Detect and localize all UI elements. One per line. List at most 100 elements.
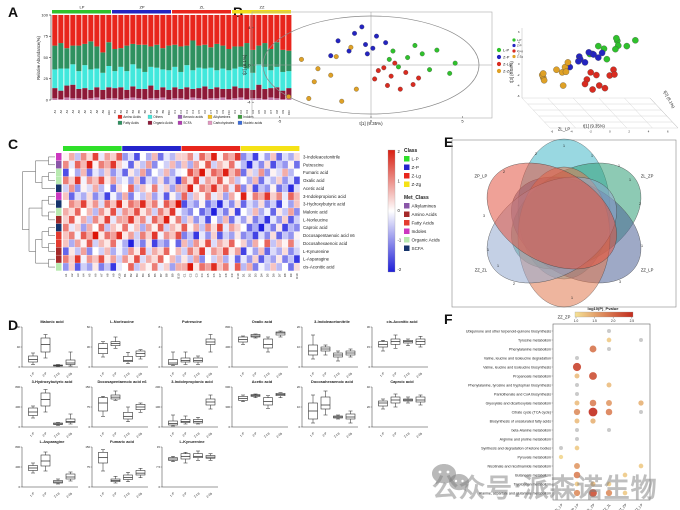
svg-text:5: 5 <box>461 119 464 124</box>
svg-text:C7: C7 <box>218 273 222 277</box>
svg-text:ZZ: ZZ <box>260 5 265 10</box>
boxplot-Docosahexaenoic acid: Docosahexaenoic acid 0 10 20 L-P Z-P Z-Lg Z-Zg <box>297 379 358 439</box>
enrichment-dot <box>558 454 564 460</box>
enrichment-dot <box>606 481 612 487</box>
svg-text:L-P: L-P <box>99 431 105 437</box>
enrichment-dot <box>607 428 611 432</box>
svg-text:Butanoate metabolism: Butanoate metabolism <box>515 473 551 477</box>
svg-text:Oxalic acid: Oxalic acid <box>252 319 273 324</box>
svg-text:Amino Acids: Amino Acids <box>123 115 141 119</box>
enrichment-dot <box>575 383 579 387</box>
svg-text:A1: A1 <box>64 273 68 277</box>
svg-text:0: 0 <box>518 62 520 66</box>
svg-text:Z-Lg: Z-Lg <box>123 491 130 498</box>
enrichment-dot <box>605 408 613 416</box>
svg-text:D9: D9 <box>289 273 293 277</box>
svg-text:0: 0 <box>609 130 611 134</box>
scores2d-point-Z-P <box>352 30 357 36</box>
svg-text:200: 200 <box>155 385 160 389</box>
abundance-y-axis-label: Relative Abundance(%) <box>36 36 41 80</box>
svg-text:Z-P: Z-P <box>321 431 327 437</box>
svg-text:Z-Lg: Z-Lg <box>123 431 130 438</box>
svg-text:A8: A8 <box>105 273 109 277</box>
svg-text:6: 6 <box>667 130 669 134</box>
panel-f-label: F <box>444 311 453 327</box>
svg-text:-4: -4 <box>570 130 573 134</box>
svg-text:4: 4 <box>248 25 251 30</box>
svg-text:D9: D9 <box>281 110 285 114</box>
svg-text:Z-Zg: Z-Zg <box>415 371 423 379</box>
svg-text:Caproic acid: Caproic acid <box>303 225 328 230</box>
svg-text:40: 40 <box>367 385 371 389</box>
enrichment-dot <box>589 489 597 497</box>
svg-text:Z-Lg: Z-Lg <box>123 371 130 378</box>
svg-text:Organic Acids: Organic Acids <box>412 238 441 243</box>
svg-text:8: 8 <box>158 325 160 329</box>
scores3d-point-L-P <box>612 45 619 53</box>
svg-text:C10: C10 <box>236 273 240 279</box>
boxplot-cis-Aconitic acid: cis-Aconitic acid 0 15 30 L-P Z-P Z-Lg Z-Zg <box>367 319 428 379</box>
svg-text:C7: C7 <box>209 110 213 114</box>
svg-text:B2: B2 <box>129 273 133 277</box>
scores3d-point-Z-P <box>581 59 589 66</box>
svg-text:B9: B9 <box>171 273 175 277</box>
svg-text:ZZ_ZP: ZZ_ZP <box>558 315 571 320</box>
svg-text:cis-Aconitic acid: cis-Aconitic acid <box>387 319 419 324</box>
scores2d-point-L-P <box>427 67 432 73</box>
svg-text:Propanoate metabolism: Propanoate metabolism <box>513 374 551 378</box>
panel-b-scores-2d: -5 0 5 4 0 -4 t[1] (9.35%) t[2] (8.1%) <box>242 11 493 126</box>
svg-text:20: 20 <box>297 385 301 389</box>
scores2d-point-Z-Zg <box>339 98 345 104</box>
svg-text:C5: C5 <box>206 273 210 277</box>
svg-text:ZL_LP: ZL_LP <box>558 127 571 132</box>
scores2d-point-Z-Zg <box>315 66 321 72</box>
svg-text:100: 100 <box>155 405 160 409</box>
svg-text:L-Kynurenine: L-Kynurenine <box>179 439 205 444</box>
boxplot-3-Indolepropionic acid: 3-Indolepropionic acid 0 100 200 L-P Z-P Z-Lg Z… <box>155 379 218 439</box>
svg-text:Docosahexaenoic acid: Docosahexaenoic acid <box>303 241 348 246</box>
scores2d-point-Z-Lg <box>397 86 403 92</box>
svg-text:B10: B10 <box>167 110 171 115</box>
svg-text:L-P: L-P <box>379 431 385 437</box>
svg-text:1.5: 1.5 <box>592 319 597 323</box>
scores2d-point-Z-Zg <box>328 72 334 78</box>
svg-text:D1: D1 <box>242 273 246 277</box>
enrichment-dot <box>639 410 643 414</box>
svg-text:0: 0 <box>46 97 49 102</box>
svg-text:Z-P: Z-P <box>41 431 47 437</box>
panel-a-stacked-bar-chart: LP ZP ZL ZZ 0 25 50 75 100 Relative Abundance(%) A… <box>36 5 292 125</box>
svg-text:L-P: L-P <box>99 371 105 377</box>
scores2d-point-L-P <box>447 70 453 76</box>
svg-text:Pantothenate and CoA biosynthe: Pantothenate and CoA biosynthesis <box>494 392 551 396</box>
svg-text:0: 0 <box>298 365 300 369</box>
scores3d-point-Z-Lg <box>589 86 596 93</box>
enrichment-dot <box>588 407 598 417</box>
svg-text:Z-P: Z-P <box>391 371 397 377</box>
svg-text:0: 0 <box>370 119 373 124</box>
svg-text:L-P: L-P <box>169 371 175 377</box>
svg-text:B3: B3 <box>135 273 139 277</box>
svg-text:3-Indoleacetonitrile: 3-Indoleacetonitrile <box>303 154 341 159</box>
svg-text:Z-Zg: Z-Zg <box>135 491 143 499</box>
svg-text:B4: B4 <box>141 273 145 277</box>
scores2d-point-Z-P <box>335 38 341 44</box>
svg-text:ZZ_ZP: ZZ_ZP <box>618 502 629 510</box>
svg-text:t[3] (6.08%): t[3] (6.08%) <box>509 61 514 83</box>
svg-text:D6: D6 <box>263 110 267 114</box>
svg-text:Synthesis and degradation of k: Synthesis and degradation of ketone bodi… <box>481 446 551 450</box>
svg-text:A10: A10 <box>117 273 121 279</box>
scores2d-point-L-P <box>452 60 458 66</box>
svg-text:30: 30 <box>367 325 371 329</box>
svg-text:Pyruvate metabolism: Pyruvate metabolism <box>517 455 551 459</box>
svg-text:2.0: 2.0 <box>611 319 616 323</box>
svg-text:L-P: L-P <box>99 491 105 497</box>
svg-text:L-P: L-P <box>412 157 419 162</box>
svg-text:L-P: L-P <box>29 371 35 377</box>
svg-text:Z-Zg: Z-Zg <box>65 371 73 379</box>
svg-text:3: 3 <box>483 214 485 218</box>
enrichment-dot <box>559 446 563 450</box>
scores3d-point-Z-Lg <box>587 69 594 76</box>
svg-text:1: 1 <box>563 144 565 148</box>
svg-text:Malonic acid: Malonic acid <box>303 210 328 215</box>
